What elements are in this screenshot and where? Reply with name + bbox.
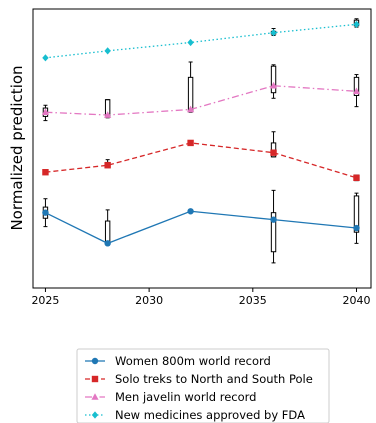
x-tick-label: 2025 [31,294,59,307]
data-point [104,240,111,247]
data-point [104,162,111,169]
data-point [353,174,360,181]
box [270,65,277,94]
legend-box [76,348,330,423]
legend-marker [91,393,99,400]
series-line [45,23,357,59]
data-point [269,81,278,89]
plot-frame [32,8,372,289]
series-1 [42,189,360,264]
series-line [45,142,357,179]
legend-label: Solo treks to North and South Pole [115,372,313,386]
legend-label: Men javelin world record [115,390,256,404]
box [104,220,111,244]
y-axis-label: Normalized prediction [8,65,26,230]
x-tick-label: 2040 [342,294,370,307]
x-tick-label: 2035 [239,294,267,307]
data-point [270,216,277,223]
data-point [270,29,277,37]
plot-marks [41,18,361,264]
data-point [104,111,112,118]
data-point [41,108,50,116]
data-point [270,149,277,156]
data-point [186,105,195,113]
data-point [353,20,360,28]
box [353,195,360,233]
legend-label: New medicines approved by FDA [115,408,305,422]
legend-label: Women 800m world record [115,354,271,368]
series-3 [41,61,361,122]
data-point [353,224,360,232]
legend: Women 800m world record Solo treks to Nor… [76,348,330,423]
data-point [187,139,194,147]
data-point [42,169,49,176]
data-point [42,54,49,62]
series-4 [42,18,360,62]
box [353,76,360,96]
series-line [45,85,357,116]
data-point [104,47,111,55]
data-point [352,87,361,95]
x-tick-label: 2030 [135,294,163,307]
legend-marker [91,375,99,383]
box [270,212,277,253]
legend-marker [91,411,99,419]
x-axis: 2025 2030 2035 2040 [31,288,370,307]
series-2 [42,131,360,182]
data-point [42,209,49,216]
data-point [187,208,194,215]
legend-marker [91,357,99,365]
data-point [187,38,194,47]
series-line [45,210,357,245]
